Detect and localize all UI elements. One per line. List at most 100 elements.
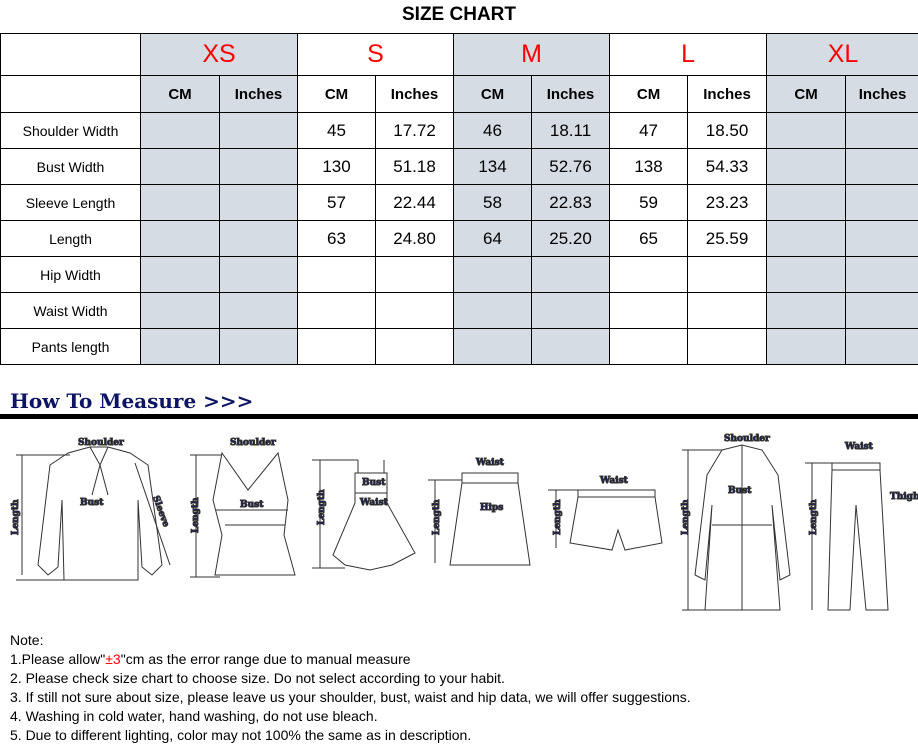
table-cell [297, 256, 377, 293]
table-cell [375, 292, 455, 329]
table-cell [766, 220, 847, 257]
note-1-tolerance: ±3 [105, 651, 121, 667]
table-cell [140, 328, 220, 365]
table-cell [845, 292, 918, 329]
size-table: XS S M L XL CM Inches CM Inches CM Inches CM Inches C… [0, 33, 918, 365]
pants-illustration: Waist Thigh Length [805, 442, 918, 611]
shoulder-label: Shoulder [230, 438, 276, 448]
table-cell: 138 [609, 148, 689, 185]
bust-label: Bust [80, 498, 104, 508]
tank-top-illustration: Shoulder Bust Length [190, 438, 296, 578]
how-to-measure-heading: How To Measure >>> [10, 389, 254, 413]
table-cell: 134 [453, 148, 533, 185]
row-label: Length [0, 220, 141, 257]
waist-label: Waist [844, 442, 874, 452]
table-cell [218, 328, 299, 365]
size-header-row: XS S M L XL [0, 33, 918, 76]
row-label: Waist Width [0, 292, 141, 329]
table-row: Length 63 24.80 64 25.20 65 25.59 [0, 220, 918, 257]
table-cell: 58 [453, 184, 533, 221]
table-cell: 22.44 [375, 184, 455, 221]
table-cell [845, 184, 918, 221]
table-cell: 51.18 [375, 148, 455, 185]
note-4: 4. Washing in cold water, hand washing, … [10, 708, 378, 724]
note-1: 1.Please allow"±3"cm as the error range … [10, 650, 691, 669]
shorts-illustration: Waist Length [548, 476, 663, 551]
unit-header-row: CM Inches CM Inches CM Inches CM Inches CM Inches [0, 75, 918, 113]
table-cell: 46 [453, 112, 533, 149]
unit-cm: CM [297, 75, 377, 113]
waist-label: Waist [475, 458, 505, 468]
waist-label: Waist [359, 498, 389, 508]
coat-illustration: Shoulder Bust Length [681, 434, 791, 611]
row-label: Bust Width [0, 148, 141, 185]
table-cell [845, 220, 918, 257]
table-cell [218, 112, 299, 149]
row-label: Sleeve Length [0, 184, 141, 221]
unit-inches: Inches [531, 75, 611, 113]
thigh-label: Thigh [890, 492, 918, 502]
size-header-xs: XS [139, 33, 299, 76]
divider [0, 414, 918, 419]
length-label: Length [553, 499, 563, 535]
table-cell [845, 328, 918, 365]
table-cell [140, 184, 220, 221]
table-cell: 23.23 [687, 184, 768, 221]
size-header-s: S [297, 33, 455, 76]
table-cell [218, 256, 299, 293]
unit-inches: Inches [375, 75, 455, 113]
table-cell [766, 292, 847, 329]
note-2: 2. Please check size chart to choose siz… [10, 670, 505, 686]
row-label: Pants length [0, 328, 141, 365]
table-cell [687, 256, 768, 293]
table-cell [845, 112, 918, 149]
unit-cm: CM [766, 75, 847, 113]
size-header-m: M [453, 33, 611, 76]
hips-label: Hips [480, 503, 503, 513]
table-cell: 59 [609, 184, 689, 221]
bust-label: Bust [240, 500, 264, 510]
table-cell: 54.33 [687, 148, 768, 185]
table-cell [375, 328, 455, 365]
table-cell [531, 256, 611, 293]
table-cell [140, 112, 220, 149]
waist-label: Waist [599, 476, 629, 486]
corner-cell [0, 75, 141, 113]
unit-cm: CM [453, 75, 533, 113]
table-cell [766, 112, 847, 149]
note-5: 5. Due to different lighting, color may … [10, 727, 472, 743]
note-1-text: 1.Please allow" [10, 651, 106, 667]
table-cell [609, 328, 689, 365]
sleeve-label: Sleeve [150, 495, 171, 529]
table-cell: 64 [453, 220, 533, 257]
unit-inches: Inches [687, 75, 768, 113]
table-cell [609, 292, 689, 329]
unit-cm: CM [609, 75, 689, 113]
table-cell: 45 [297, 112, 377, 149]
table-cell [453, 328, 533, 365]
table-row: Sleeve Length 57 22.44 58 22.83 59 23.23 [0, 184, 918, 221]
length-label: Length [432, 499, 442, 535]
table-cell [531, 328, 611, 365]
table-row: Hip Width [0, 256, 918, 293]
table-cell: 18.50 [687, 112, 768, 149]
notes-heading: Note: [10, 632, 44, 648]
table-cell [687, 292, 768, 329]
table-cell [609, 256, 689, 293]
table-cell [140, 292, 220, 329]
length-label: Length [11, 499, 21, 535]
bust-label: Bust [728, 486, 752, 496]
table-cell [453, 256, 533, 293]
table-cell: 63 [297, 220, 377, 257]
table-cell: 52.76 [531, 148, 611, 185]
table-cell [766, 256, 847, 293]
table-cell [218, 148, 299, 185]
table-cell: 17.72 [375, 112, 455, 149]
table-cell [687, 328, 768, 365]
note-3: 3. If still not sure about size, please … [10, 689, 691, 705]
table-cell [766, 184, 847, 221]
shoulder-label: Shoulder [724, 434, 770, 444]
dress-illustration: Bust Waist Length [312, 459, 416, 571]
measurement-illustrations: Shoulder Bust Length Sleeve Shoulder Bus… [11, 434, 918, 611]
